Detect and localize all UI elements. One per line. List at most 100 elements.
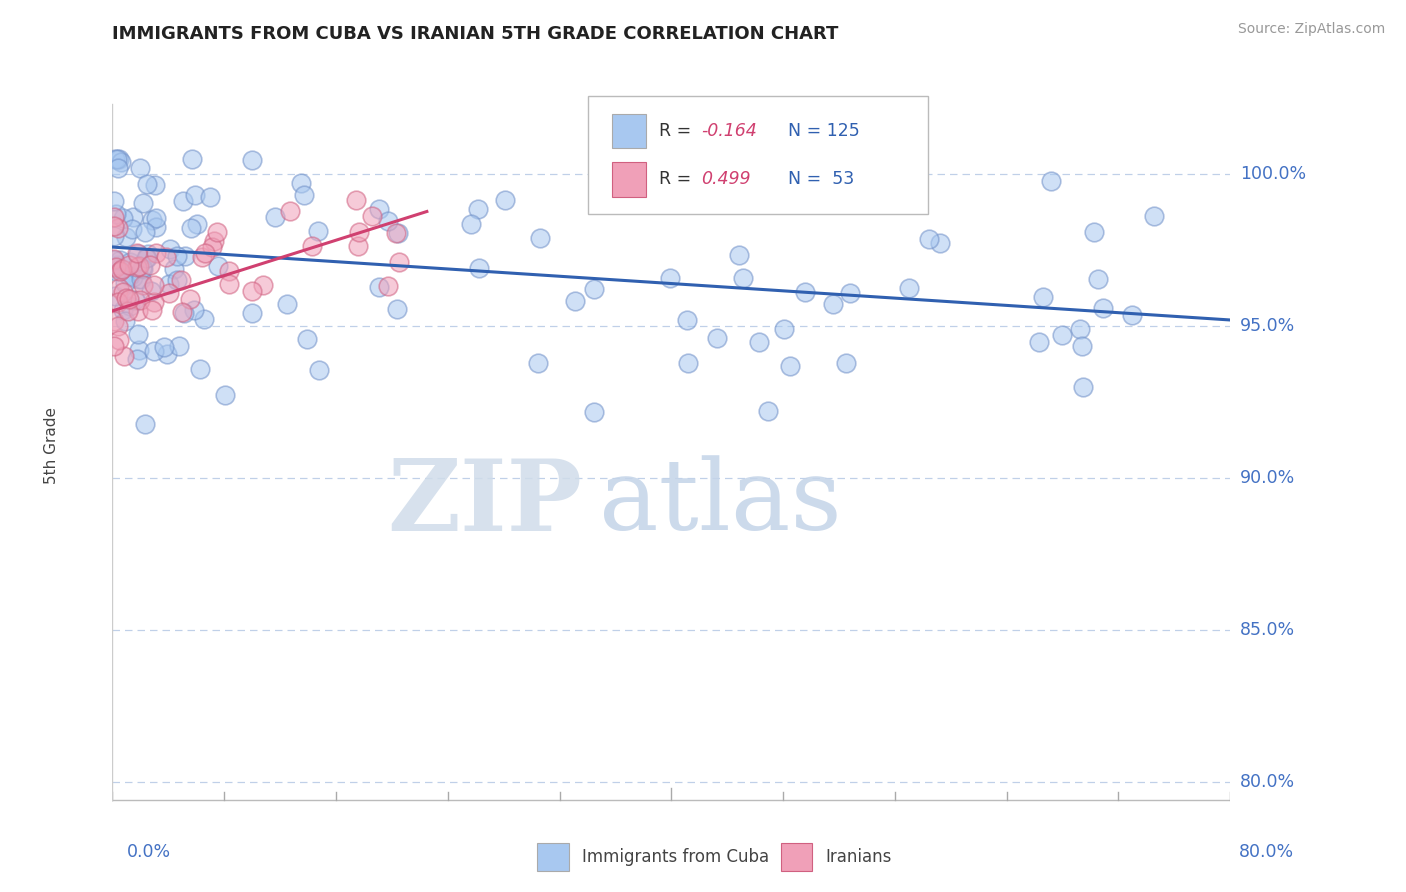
Text: R =: R = <box>659 122 697 140</box>
Point <box>157 286 180 301</box>
Point <box>142 343 165 358</box>
Point <box>173 306 195 320</box>
Text: -0.164: -0.164 <box>702 122 758 140</box>
Text: N = 125: N = 125 <box>787 122 859 140</box>
Point <box>118 292 141 306</box>
Point <box>129 293 152 307</box>
Point <box>127 303 149 318</box>
Point <box>104 207 127 221</box>
Point <box>114 229 136 244</box>
Point <box>186 217 208 231</box>
Point <box>111 285 134 299</box>
Point <box>198 190 221 204</box>
Text: 85.0%: 85.0% <box>1240 621 1295 639</box>
Point <box>170 305 193 319</box>
Point <box>207 259 229 273</box>
Text: 95.0%: 95.0% <box>1240 317 1295 335</box>
Point <box>107 161 129 175</box>
Point <box>135 177 157 191</box>
Point <box>110 263 132 277</box>
Point <box>132 278 155 293</box>
Point <box>104 264 127 278</box>
Point <box>127 245 149 260</box>
Point <box>301 239 323 253</box>
Point <box>898 281 921 295</box>
Point <box>292 187 315 202</box>
Text: 5th Grade: 5th Grade <box>44 408 59 484</box>
Point <box>107 220 129 235</box>
Point <box>387 301 409 316</box>
Point <box>104 288 127 302</box>
Point <box>377 214 399 228</box>
Point <box>143 178 166 192</box>
Point <box>1091 301 1114 316</box>
Point <box>468 261 491 276</box>
Point <box>174 249 197 263</box>
Text: IMMIGRANTS FROM CUBA VS IRANIAN 5TH GRADE CORRELATION CHART: IMMIGRANTS FROM CUBA VS IRANIAN 5TH GRAD… <box>112 25 839 43</box>
Point <box>132 196 155 211</box>
Point <box>582 405 605 419</box>
Point <box>112 302 135 317</box>
Point <box>104 152 127 166</box>
Point <box>181 152 204 166</box>
Point <box>214 388 236 402</box>
Point <box>134 225 156 239</box>
Point <box>377 279 399 293</box>
Point <box>103 252 125 266</box>
Point <box>112 350 135 364</box>
Point <box>122 210 145 224</box>
Point <box>733 271 755 285</box>
Point <box>180 221 202 235</box>
Point <box>124 293 146 308</box>
Point <box>280 204 302 219</box>
FancyBboxPatch shape <box>612 113 645 148</box>
Point <box>143 277 166 292</box>
Point <box>107 333 129 347</box>
Point <box>823 297 845 311</box>
Point <box>103 219 125 234</box>
Point <box>184 188 207 202</box>
Point <box>145 211 167 225</box>
Point <box>127 326 149 341</box>
Point <box>166 273 188 287</box>
Point <box>728 248 751 262</box>
Point <box>240 153 263 168</box>
Point <box>179 292 201 306</box>
Point <box>107 319 129 334</box>
Point <box>103 253 125 268</box>
Point <box>242 306 264 320</box>
Point <box>111 211 134 225</box>
Point <box>839 286 862 301</box>
Text: 80.0%: 80.0% <box>1240 772 1295 790</box>
Point <box>344 193 367 207</box>
Point <box>218 264 240 278</box>
Point <box>308 362 330 376</box>
Point <box>142 294 165 309</box>
Point <box>136 247 159 261</box>
Point <box>132 262 155 277</box>
Point <box>111 261 134 276</box>
Point <box>1032 290 1054 304</box>
Point <box>118 258 141 272</box>
Point <box>120 269 142 284</box>
Text: N =  53: N = 53 <box>787 170 853 188</box>
Point <box>117 303 139 318</box>
Point <box>295 332 318 346</box>
Point <box>766 178 789 192</box>
Point <box>347 239 370 253</box>
Point <box>675 312 697 326</box>
Point <box>748 334 770 349</box>
Point <box>929 236 952 251</box>
Point <box>114 276 136 290</box>
Point <box>159 242 181 256</box>
Point <box>290 176 312 190</box>
Point <box>145 245 167 260</box>
Point <box>1069 321 1091 335</box>
Point <box>706 331 728 345</box>
Text: atlas: atlas <box>599 455 841 551</box>
Point <box>128 343 150 358</box>
Point <box>114 291 136 305</box>
Point <box>108 152 131 166</box>
Point <box>1143 209 1166 223</box>
Point <box>136 251 159 265</box>
